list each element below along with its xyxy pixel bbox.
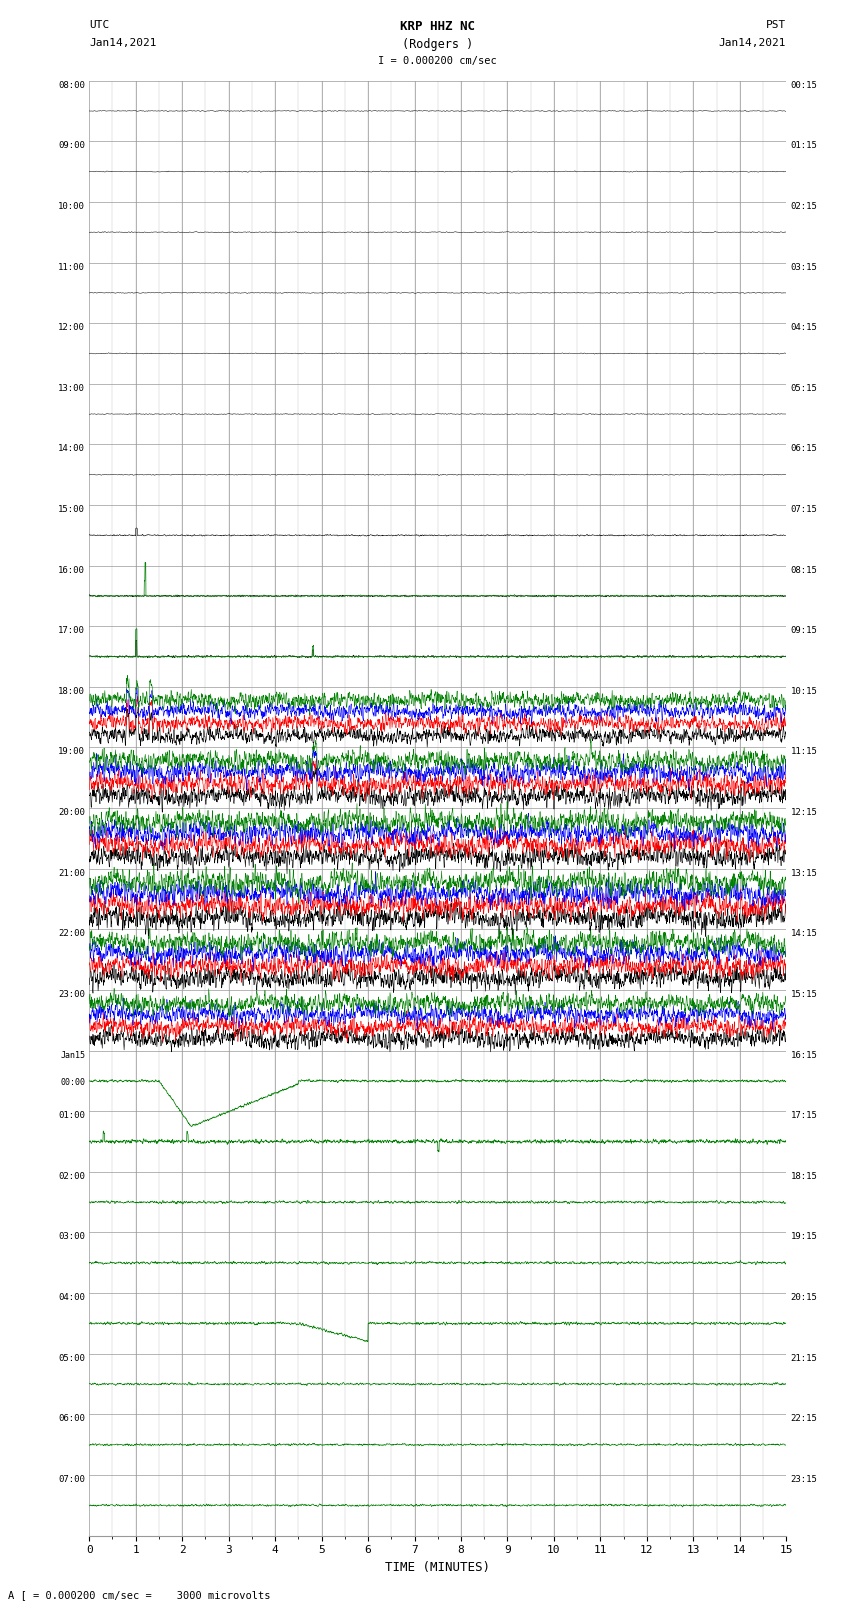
Text: 20:00: 20:00: [58, 808, 85, 818]
X-axis label: TIME (MINUTES): TIME (MINUTES): [385, 1561, 490, 1574]
Text: 00:00: 00:00: [60, 1077, 85, 1087]
Text: 15:00: 15:00: [58, 505, 85, 515]
Text: 16:15: 16:15: [790, 1050, 818, 1060]
Text: 23:00: 23:00: [58, 990, 85, 998]
Text: 19:00: 19:00: [58, 747, 85, 756]
Text: 13:00: 13:00: [58, 384, 85, 392]
Text: 08:15: 08:15: [790, 566, 818, 574]
Text: PST: PST: [766, 19, 786, 31]
Text: 01:00: 01:00: [58, 1111, 85, 1119]
Text: 01:15: 01:15: [790, 142, 818, 150]
Text: 04:15: 04:15: [790, 323, 818, 332]
Text: 09:00: 09:00: [58, 142, 85, 150]
Text: 11:00: 11:00: [58, 263, 85, 271]
Text: 02:00: 02:00: [58, 1171, 85, 1181]
Text: 14:15: 14:15: [790, 929, 818, 939]
Text: 17:00: 17:00: [58, 626, 85, 636]
Text: Jan14,2021: Jan14,2021: [719, 37, 786, 48]
Text: 12:00: 12:00: [58, 323, 85, 332]
Text: 03:15: 03:15: [790, 263, 818, 271]
Text: KRP HHZ NC: KRP HHZ NC: [400, 19, 475, 34]
Text: 08:00: 08:00: [58, 81, 85, 90]
Text: 06:15: 06:15: [790, 444, 818, 453]
Text: 19:15: 19:15: [790, 1232, 818, 1242]
Text: 07:15: 07:15: [790, 505, 818, 515]
Text: 10:15: 10:15: [790, 687, 818, 695]
Text: 04:00: 04:00: [58, 1294, 85, 1302]
Text: 21:15: 21:15: [790, 1353, 818, 1363]
Text: 17:15: 17:15: [790, 1111, 818, 1119]
Text: 16:00: 16:00: [58, 566, 85, 574]
Text: A [ = 0.000200 cm/sec =    3000 microvolts: A [ = 0.000200 cm/sec = 3000 microvolts: [8, 1590, 271, 1600]
Text: 02:15: 02:15: [790, 202, 818, 211]
Text: 10:00: 10:00: [58, 202, 85, 211]
Text: 18:00: 18:00: [58, 687, 85, 695]
Text: 00:15: 00:15: [790, 81, 818, 90]
Text: 14:00: 14:00: [58, 444, 85, 453]
Text: 06:00: 06:00: [58, 1415, 85, 1423]
Text: 05:00: 05:00: [58, 1353, 85, 1363]
Text: 23:15: 23:15: [790, 1474, 818, 1484]
Text: 22:00: 22:00: [58, 929, 85, 939]
Text: Jan14,2021: Jan14,2021: [89, 37, 156, 48]
Text: (Rodgers ): (Rodgers ): [402, 37, 473, 52]
Text: 15:15: 15:15: [790, 990, 818, 998]
Text: 21:00: 21:00: [58, 869, 85, 877]
Text: UTC: UTC: [89, 19, 110, 31]
Text: 12:15: 12:15: [790, 808, 818, 818]
Text: Jan15: Jan15: [60, 1050, 85, 1060]
Text: 07:00: 07:00: [58, 1474, 85, 1484]
Text: I = 0.000200 cm/sec: I = 0.000200 cm/sec: [378, 56, 497, 66]
Text: 22:15: 22:15: [790, 1415, 818, 1423]
Text: 03:00: 03:00: [58, 1232, 85, 1242]
Text: 18:15: 18:15: [790, 1171, 818, 1181]
Text: 09:15: 09:15: [790, 626, 818, 636]
Text: 20:15: 20:15: [790, 1294, 818, 1302]
Text: 11:15: 11:15: [790, 747, 818, 756]
Text: 05:15: 05:15: [790, 384, 818, 392]
Text: 13:15: 13:15: [790, 869, 818, 877]
